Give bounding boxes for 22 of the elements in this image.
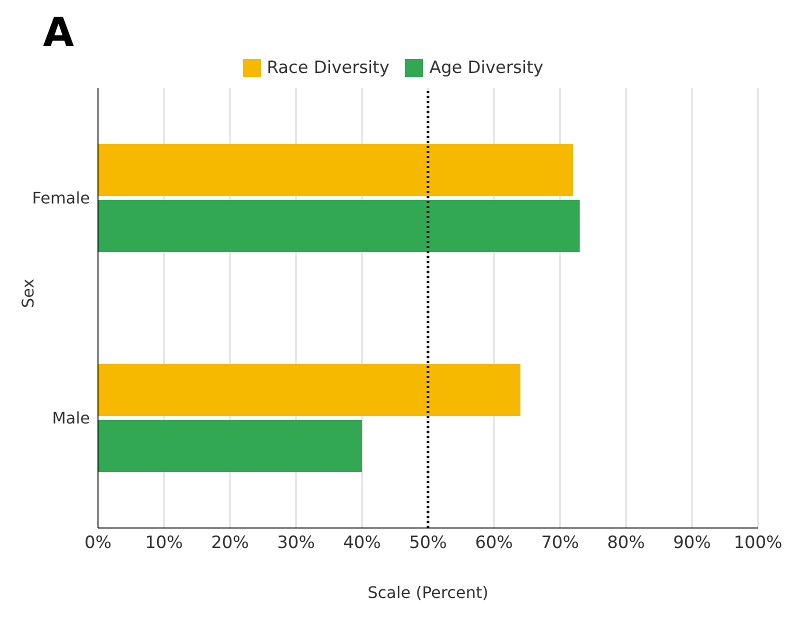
x-tick-label: 80% <box>607 533 645 554</box>
x-tick-label: 10% <box>145 533 183 554</box>
x-tick-label: 100% <box>734 533 782 554</box>
x-tick-label: 0% <box>84 533 112 554</box>
x-tick-label: 70% <box>541 533 579 554</box>
legend-label: Race Diversity <box>266 58 390 78</box>
x-tick-label: 90% <box>673 533 711 554</box>
bar <box>98 364 520 416</box>
y-tick-label: Female <box>32 188 90 208</box>
bar <box>98 200 580 252</box>
x-tick-label: 50% <box>409 533 447 554</box>
legend-label: Age Diversity <box>429 58 544 78</box>
x-tick-label: 20% <box>211 533 249 554</box>
x-tick-label: 30% <box>277 533 315 554</box>
bar <box>98 420 362 472</box>
y-axis-title: Sex <box>18 278 38 308</box>
x-tick-label: 60% <box>475 533 513 554</box>
x-tick-label: 40% <box>343 533 381 554</box>
bar <box>98 144 574 196</box>
chart-title: A <box>42 9 75 58</box>
y-tick-label: Male <box>52 408 90 428</box>
x-axis-title: Scale (Percent) <box>368 583 488 602</box>
